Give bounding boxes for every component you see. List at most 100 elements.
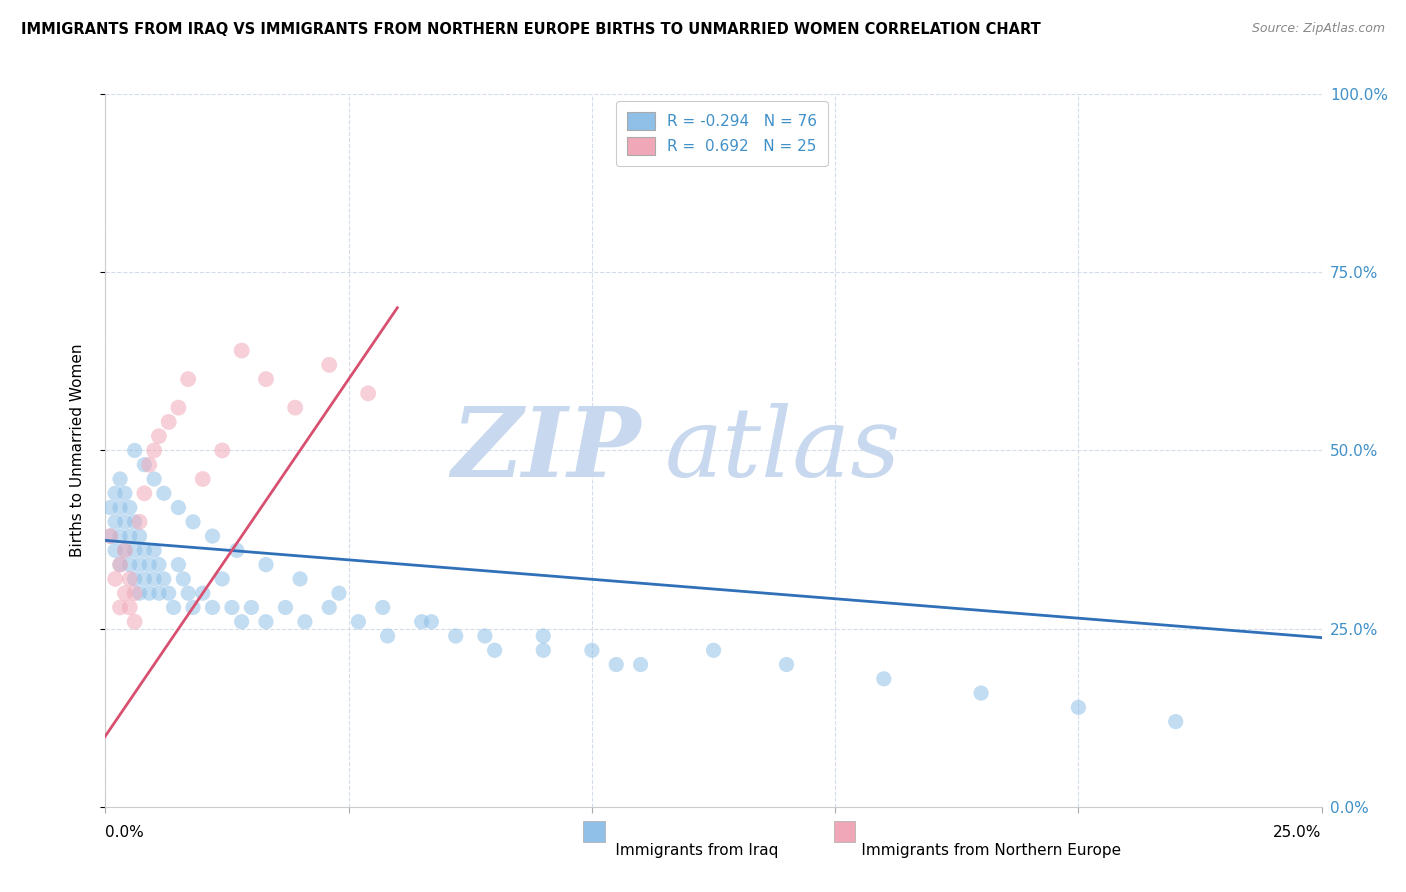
Point — [128, 586, 150, 600]
Point — [143, 472, 166, 486]
Point — [240, 600, 263, 615]
Point — [702, 643, 725, 657]
Y-axis label: Births to Unmarried Women: Births to Unmarried Women — [70, 343, 84, 558]
Point — [98, 529, 121, 543]
Point — [114, 515, 136, 529]
Point — [108, 500, 131, 515]
Point — [318, 358, 340, 372]
Point — [124, 515, 146, 529]
Point — [1164, 714, 1187, 729]
Point — [148, 586, 170, 600]
Point — [288, 572, 311, 586]
Point — [873, 672, 896, 686]
Point — [474, 629, 496, 643]
Point — [444, 629, 467, 643]
Point — [191, 586, 214, 600]
Point — [581, 643, 603, 657]
Point — [231, 615, 253, 629]
Point — [124, 586, 146, 600]
Point — [231, 343, 253, 358]
Point — [114, 586, 136, 600]
Point — [148, 558, 170, 572]
Point — [294, 615, 316, 629]
Text: ZIP: ZIP — [451, 403, 641, 498]
Point — [98, 500, 121, 515]
Point — [221, 600, 243, 615]
Point — [108, 600, 131, 615]
Point — [357, 386, 380, 401]
Point — [157, 415, 180, 429]
Point — [225, 543, 247, 558]
Point — [1067, 700, 1090, 714]
Point — [104, 486, 127, 500]
Point — [143, 443, 166, 458]
Text: 25.0%: 25.0% — [1274, 825, 1322, 840]
Point — [104, 572, 127, 586]
Point — [124, 572, 146, 586]
Point — [153, 486, 176, 500]
Point — [254, 615, 277, 629]
Point — [318, 600, 340, 615]
Point — [181, 600, 204, 615]
Point — [148, 429, 170, 443]
Point — [104, 543, 127, 558]
Text: 0.0%: 0.0% — [105, 825, 145, 840]
Text: Immigrants from Iraq: Immigrants from Iraq — [591, 843, 778, 858]
Text: atlas: atlas — [665, 403, 901, 498]
Point — [484, 643, 506, 657]
Point — [970, 686, 993, 700]
Legend: R = -0.294   N = 76, R =  0.692   N = 25: R = -0.294 N = 76, R = 0.692 N = 25 — [616, 102, 828, 166]
Point — [108, 558, 131, 572]
Point — [191, 472, 214, 486]
Point — [108, 472, 131, 486]
Point — [411, 615, 433, 629]
Point — [118, 558, 141, 572]
Point — [211, 572, 233, 586]
Point — [201, 600, 224, 615]
Text: Source: ZipAtlas.com: Source: ZipAtlas.com — [1251, 22, 1385, 36]
Point — [114, 543, 136, 558]
Point — [181, 515, 204, 529]
Point — [134, 458, 156, 472]
Point — [201, 529, 224, 543]
Point — [420, 615, 443, 629]
Point — [128, 558, 150, 572]
Point — [605, 657, 627, 672]
Point — [118, 572, 141, 586]
Point — [124, 615, 146, 629]
Point — [157, 586, 180, 600]
Point — [143, 572, 166, 586]
Point — [371, 600, 394, 615]
Point — [138, 586, 160, 600]
Point — [114, 543, 136, 558]
Point — [118, 600, 141, 615]
Point — [531, 643, 554, 657]
Point — [138, 458, 160, 472]
Point — [531, 629, 554, 643]
Point — [108, 558, 131, 572]
Point — [377, 629, 399, 643]
Point — [128, 529, 150, 543]
Point — [167, 558, 190, 572]
Point — [134, 486, 156, 500]
Point — [177, 586, 200, 600]
Point — [162, 600, 184, 615]
Point — [274, 600, 297, 615]
Point — [630, 657, 652, 672]
Point — [254, 558, 277, 572]
Point — [124, 543, 146, 558]
Point — [128, 515, 150, 529]
Point — [775, 657, 797, 672]
Text: IMMIGRANTS FROM IRAQ VS IMMIGRANTS FROM NORTHERN EUROPE BIRTHS TO UNMARRIED WOME: IMMIGRANTS FROM IRAQ VS IMMIGRANTS FROM … — [21, 22, 1040, 37]
Point — [104, 515, 127, 529]
Point — [153, 572, 176, 586]
Text: Immigrants from Northern Europe: Immigrants from Northern Europe — [837, 843, 1121, 858]
Point — [211, 443, 233, 458]
Point — [118, 529, 141, 543]
Point — [167, 401, 190, 415]
Point — [134, 543, 156, 558]
Point — [167, 500, 190, 515]
Point — [118, 500, 141, 515]
Point — [172, 572, 194, 586]
Point — [143, 543, 166, 558]
